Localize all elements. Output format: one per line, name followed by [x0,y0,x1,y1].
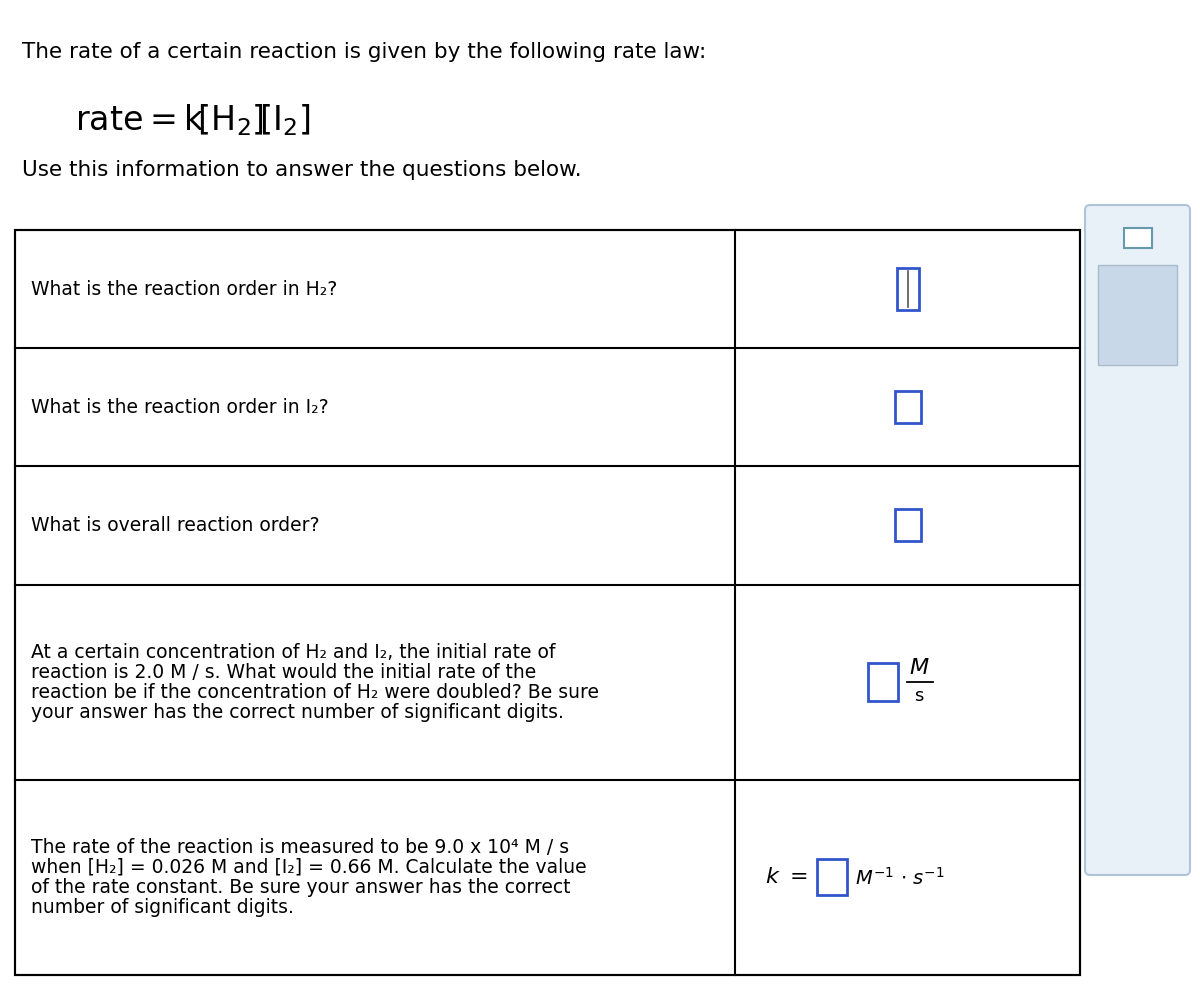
Text: $k\ =\ $: $k\ =\ $ [766,867,808,887]
FancyBboxPatch shape [1085,205,1190,875]
Bar [896,268,918,311]
Bar [14,230,1080,975]
Bar [868,664,898,701]
Bar [894,509,920,541]
Text: reaction is 2.0 M / s. What would the initial rate of the: reaction is 2.0 M / s. What would the in… [31,663,536,681]
Bar [14,230,1080,975]
Text: At a certain concentration of H₂ and I₂, the initial rate of: At a certain concentration of H₂ and I₂,… [31,643,556,662]
Bar [1098,265,1177,365]
Text: $M^{-1}\ {\cdot}\ s^{-1}$: $M^{-1}\ {\cdot}\ s^{-1}$ [854,866,944,888]
Bar [894,392,920,423]
Text: What is the reaction order in I₂?: What is the reaction order in I₂? [31,398,329,416]
Text: $\mathrm{s}$: $\mathrm{s}$ [914,687,925,705]
Text: Use this information to answer the questions below.: Use this information to answer the quest… [22,160,582,180]
Text: of the rate constant. Be sure your answer has the correct: of the rate constant. Be sure your answe… [31,878,570,897]
Text: $\mathsf{rate{=}k\!\left[H_2\right]\!\left[I_2\right]}$: $\mathsf{rate{=}k\!\left[H_2\right]\!\le… [74,102,311,137]
Bar [1123,228,1152,248]
Text: reaction be if the concentration of H₂ were doubled? Be sure: reaction be if the concentration of H₂ w… [31,682,599,701]
Text: when [H₂] = 0.026 M and [I₂] = 0.66 M. Calculate the value: when [H₂] = 0.026 M and [I₂] = 0.66 M. C… [31,857,587,877]
Text: number of significant digits.: number of significant digits. [31,898,294,917]
Text: What is the reaction order in H₂?: What is the reaction order in H₂? [31,280,337,299]
Text: The rate of the reaction is measured to be 9.0 x 10⁴ M / s: The rate of the reaction is measured to … [31,838,569,856]
Text: $\mathit{M}$: $\mathit{M}$ [910,658,930,678]
Bar [817,859,847,895]
Text: What is overall reaction order?: What is overall reaction order? [31,516,319,535]
Text: your answer has the correct number of significant digits.: your answer has the correct number of si… [31,702,564,722]
Text: The rate of a certain reaction is given by the following rate law:: The rate of a certain reaction is given … [22,42,707,62]
